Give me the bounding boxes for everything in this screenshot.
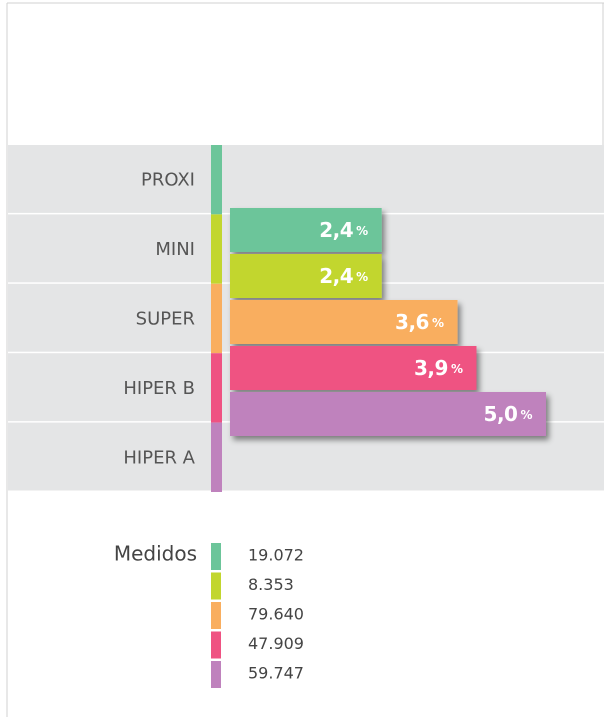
row-color-strip (211, 145, 222, 215)
legend-swatch (211, 572, 221, 600)
legend-swatch (211, 661, 221, 688)
bar (230, 300, 458, 344)
legend-swatch (211, 602, 221, 629)
value-number: 3,9 (414, 356, 448, 380)
legend-count: 47.909 (248, 634, 304, 653)
bar (230, 254, 382, 298)
value-number: 5,0 (484, 402, 518, 426)
bars: 2,4 %2,4 %3,6 %3,9 %5,0% (230, 208, 546, 436)
legend: 19.072 8.353 79.640 47.909 59.747 (211, 543, 304, 688)
value-unit: % (356, 270, 368, 284)
value-unit: % (432, 316, 444, 330)
category-label: HIPER A (123, 447, 195, 468)
value-number: 2,4 (319, 218, 353, 242)
value-number: 2,4 (319, 264, 353, 288)
value-label: 3,6% (395, 310, 444, 334)
value-unit: % (520, 408, 532, 422)
category-label: SUPER (136, 309, 195, 330)
bar (230, 346, 477, 390)
row-color-strip (211, 283, 222, 354)
value-label: 3,9% (414, 356, 463, 380)
value-label: 2,4% (319, 218, 368, 242)
legend-count: 59.747 (248, 664, 304, 683)
rows: PROXI MINI SUPER HIPER B HIPER A (8, 145, 604, 492)
legend-title: Medidos (114, 542, 197, 566)
bar (230, 208, 382, 252)
row-color-strip (211, 422, 222, 492)
legend-swatch (211, 543, 221, 570)
row-color-strip (211, 353, 222, 423)
bar (230, 392, 546, 436)
category-label: PROXI (141, 170, 195, 191)
value-number: 3,6 (395, 310, 429, 334)
category-label: HIPER B (123, 378, 195, 399)
value-unit: % (451, 362, 463, 376)
legend-count: 8.353 (248, 575, 294, 594)
legend-swatch (211, 631, 221, 659)
value-unit: % (356, 224, 368, 238)
category-label: MINI (155, 239, 195, 260)
value-label: 5,0% (484, 402, 533, 426)
row-band (8, 145, 604, 213)
legend-count: 79.640 (248, 605, 304, 624)
legend-count: 19.072 (248, 546, 304, 565)
row-color-strip (211, 214, 222, 284)
value-label: 2,4% (319, 264, 368, 288)
